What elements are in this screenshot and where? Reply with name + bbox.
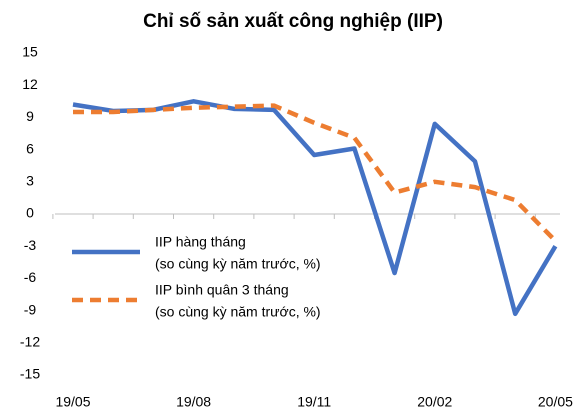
series-line <box>72 99 558 317</box>
y-tick-label: -12 <box>20 334 40 350</box>
x-tick-label: 19/05 <box>55 394 90 409</box>
x-tick-label: 20/05 <box>538 394 573 409</box>
legend-label: IIP hàng tháng <box>155 234 246 250</box>
y-tick-label: -15 <box>20 366 40 382</box>
y-tick-label: 12 <box>22 76 38 92</box>
y-tick-label: 15 <box>22 44 38 60</box>
x-tick-label: 19/11 <box>297 394 331 409</box>
y-tick-label: -9 <box>24 301 37 317</box>
x-tick-label: 19/08 <box>176 394 211 409</box>
legend-note: (so cùng kỳ năm trước, %) <box>155 256 321 272</box>
y-tick-label: 6 <box>26 140 34 156</box>
y-tick-label: -6 <box>24 269 37 285</box>
y-tick-label: -3 <box>24 237 37 253</box>
y-tick-label: 3 <box>26 173 34 189</box>
series-line <box>73 103 558 243</box>
y-tick-label: 0 <box>26 205 34 221</box>
legend-note: (so cùng kỳ năm trước, %) <box>155 304 321 320</box>
y-tick-label: 9 <box>26 108 34 124</box>
x-tick-label: 20/02 <box>417 394 452 409</box>
chart-title: Chỉ số sản xuất công nghiệp (IIP) <box>143 11 443 32</box>
legend-label: IIP bình quân 3 tháng <box>155 282 289 298</box>
